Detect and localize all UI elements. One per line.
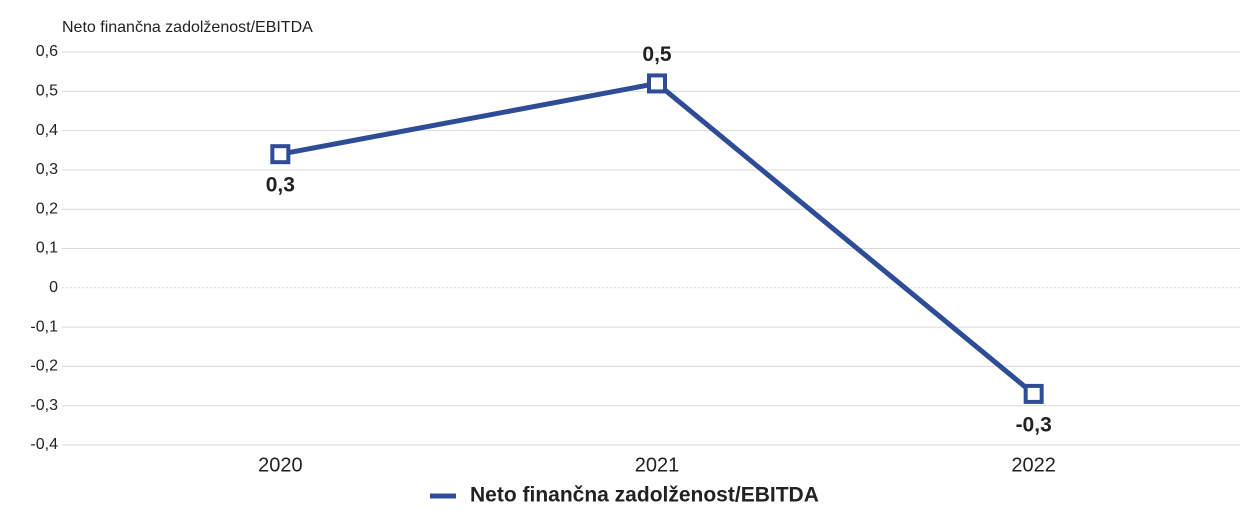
marker (1023, 383, 1044, 404)
x-tick-label: 2020 (258, 454, 303, 476)
y-tick-label: 0,3 (36, 161, 58, 178)
data-label: -0,3 (1016, 413, 1052, 436)
x-tick-label: 2022 (1011, 454, 1056, 476)
y-tick-label: 0,2 (36, 200, 58, 217)
y-tick-label: 0,4 (36, 122, 58, 139)
y-tick-label: 0,5 (36, 83, 58, 100)
y-tick-label: -0,4 (30, 436, 58, 453)
data-label: 0,5 (642, 43, 672, 66)
chart-title: Neto finančna zadolženost/EBITDA (62, 19, 313, 36)
marker (270, 144, 291, 165)
line (279, 80, 1036, 396)
legend-label: Neto finančna zadolženost/EBITDA (470, 484, 819, 507)
y-tick-label: -0,1 (30, 318, 58, 335)
y-tick-label: 0,6 (36, 43, 58, 60)
marker (647, 73, 667, 94)
data-label: 0,3 (266, 174, 295, 197)
y-tick-label: 0,1 (36, 240, 58, 257)
y-tick-label: -0,2 (30, 358, 58, 375)
y-tick-label: -0,3 (30, 397, 58, 414)
x-tick-label: 2021 (635, 454, 680, 476)
y-tick-label: 0 (49, 279, 58, 296)
